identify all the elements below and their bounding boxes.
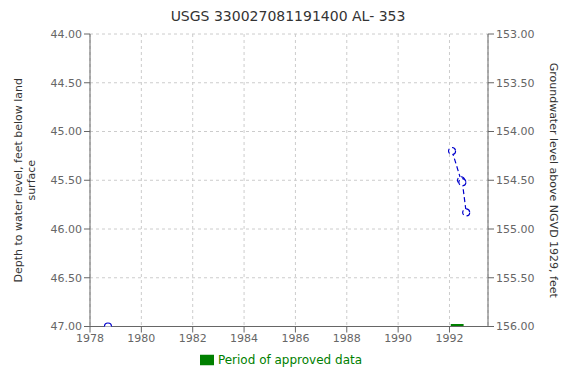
svg-text:154.00: 154.00 bbox=[496, 125, 535, 138]
svg-text:1988: 1988 bbox=[333, 332, 361, 345]
svg-text:1978: 1978 bbox=[76, 332, 104, 345]
svg-text:Groundwater level above NGVD 1: Groundwater level above NGVD 1929, feet bbox=[547, 63, 560, 299]
svg-text:154.50: 154.50 bbox=[496, 174, 535, 187]
svg-text:153.50: 153.50 bbox=[496, 77, 535, 90]
svg-text:46.50: 46.50 bbox=[51, 272, 83, 285]
svg-text:156.00: 156.00 bbox=[496, 320, 535, 333]
svg-text:47.00: 47.00 bbox=[51, 320, 83, 333]
svg-text:1982: 1982 bbox=[179, 332, 207, 345]
svg-text:155.50: 155.50 bbox=[496, 272, 535, 285]
svg-text:155.00: 155.00 bbox=[496, 223, 535, 236]
svg-text:1986: 1986 bbox=[281, 332, 309, 345]
svg-text:1992: 1992 bbox=[435, 332, 463, 345]
svg-text:44.00: 44.00 bbox=[51, 28, 83, 41]
svg-text:45.50: 45.50 bbox=[51, 174, 83, 187]
svg-text:1990: 1990 bbox=[384, 332, 412, 345]
html-text:USGS 330027081191400 AL- 353: USGS 330027081191400 AL- 353 bbox=[170, 8, 406, 24]
svg-text:1980: 1980 bbox=[127, 332, 155, 345]
svg-text:44.50: 44.50 bbox=[51, 77, 83, 90]
svg-text:45.00: 45.00 bbox=[51, 125, 83, 138]
svg-text:46.00: 46.00 bbox=[51, 223, 83, 236]
svg-text:1984: 1984 bbox=[230, 332, 258, 345]
html-text:Period of approved data: Period of approved data bbox=[217, 352, 363, 367]
svg-text:Depth to water level, feet bel: Depth to water level, feet below landsur… bbox=[12, 78, 38, 283]
svg-text:153.00: 153.00 bbox=[496, 28, 535, 41]
